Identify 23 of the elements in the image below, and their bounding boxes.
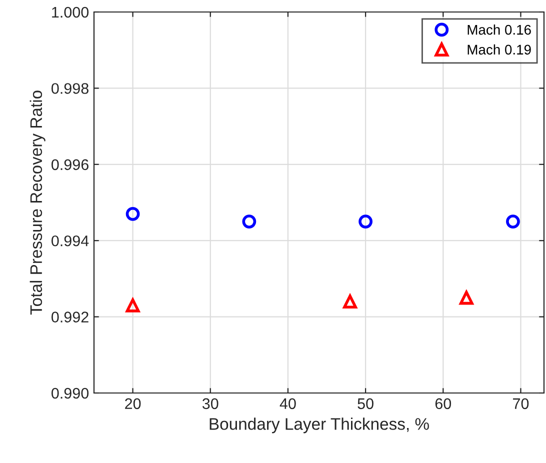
point (126, 298, 140, 312)
x-tick-label: 60 (435, 398, 452, 410)
y-tick-label: 0.996 (52, 159, 88, 170)
y-tick-label: 0.990 (52, 388, 89, 399)
x-tick-label: 70 (513, 398, 529, 410)
legend-label: Mach 0.19 (468, 44, 531, 55)
y-tick-label: 0.994 (52, 235, 89, 246)
y-tick-label: 1.000 (52, 6, 89, 18)
x-tick-label: 40 (280, 398, 296, 410)
y-axis-title: Total Pressure Recovery Ratio (30, 90, 46, 315)
x-tick-label: 20 (125, 398, 141, 410)
point (242, 214, 256, 228)
point (358, 214, 372, 228)
x-axis-title: Boundary Layer Thickness, % (210, 418, 429, 434)
point (506, 214, 520, 228)
x-tick-label: 50 (358, 398, 374, 410)
point (459, 290, 474, 305)
legend-label: Mach 0.16 (468, 24, 531, 35)
point (343, 294, 357, 309)
y-tick-label: 0.998 (52, 83, 88, 94)
point (126, 206, 140, 221)
x-tick-label: 30 (202, 398, 218, 410)
y-tick-label: 0.992 (52, 312, 88, 322)
